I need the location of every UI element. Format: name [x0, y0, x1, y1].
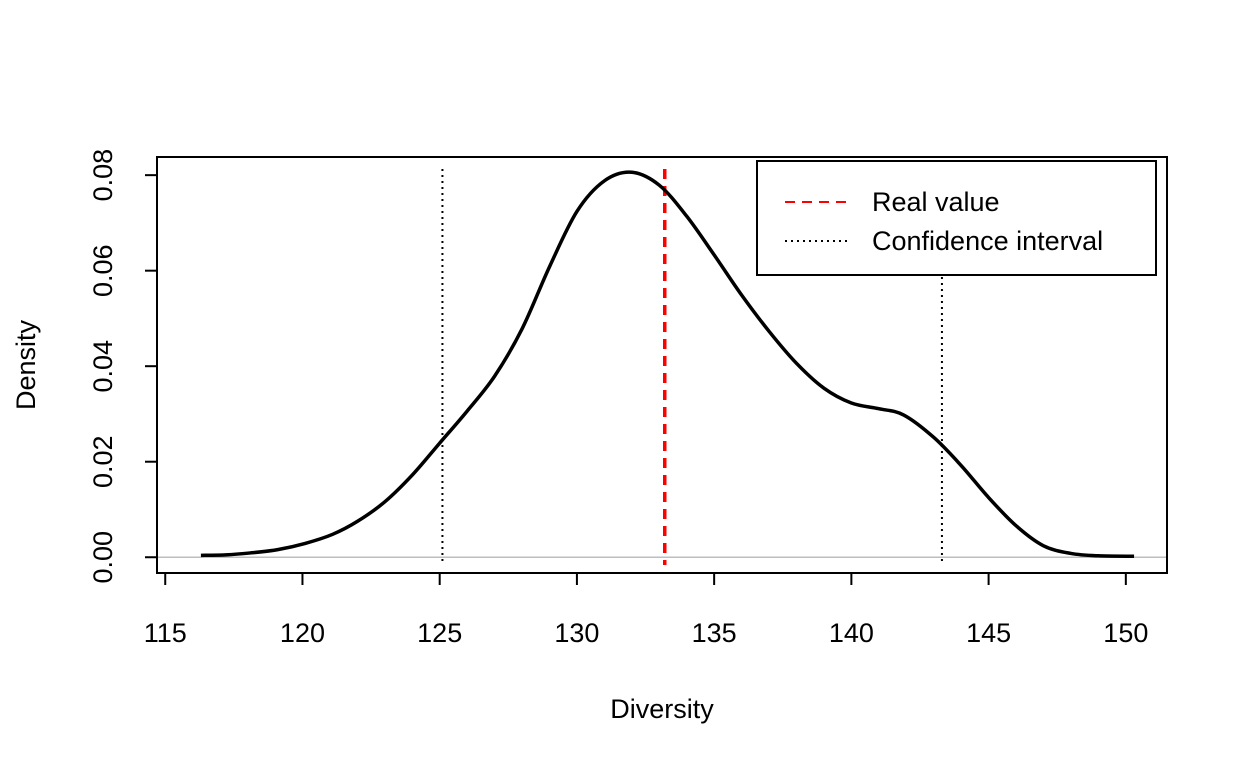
legend-label-confidence-interval: Confidence interval: [872, 226, 1103, 256]
x-tick-label-125: 125: [417, 618, 462, 648]
y-axis: 0.00 0.02 0.04 0.06 0.08: [88, 149, 158, 584]
y-axis-label: Density: [11, 319, 41, 410]
x-axis: 115 120 125 130 135 140 145 150: [144, 572, 1148, 648]
density-series: [200, 170, 1135, 559]
y-tick-label-0.08: 0.08: [88, 149, 118, 202]
legend-box: [756, 160, 1157, 276]
x-tick-label-150: 150: [1103, 618, 1148, 648]
density-curve-0: [200, 170, 1135, 559]
y-tick-label-0.06: 0.06: [88, 244, 118, 297]
y-tick-label-0.04: 0.04: [88, 340, 118, 393]
x-tick-label-120: 120: [280, 618, 325, 648]
x-tick-label-140: 140: [829, 618, 874, 648]
legend-label-real-value: Real value: [872, 187, 1000, 217]
x-axis-label: Diversity: [610, 694, 714, 724]
legend: Real value Confidence interval: [756, 160, 1157, 276]
x-tick-label-145: 145: [966, 618, 1011, 648]
x-tick-label-135: 135: [692, 618, 737, 648]
x-tick-label-130: 130: [554, 618, 599, 648]
y-tick-label-0.02: 0.02: [88, 435, 118, 488]
y-tick-label-0.00: 0.00: [88, 531, 118, 584]
x-tick-label-115: 115: [144, 618, 187, 648]
